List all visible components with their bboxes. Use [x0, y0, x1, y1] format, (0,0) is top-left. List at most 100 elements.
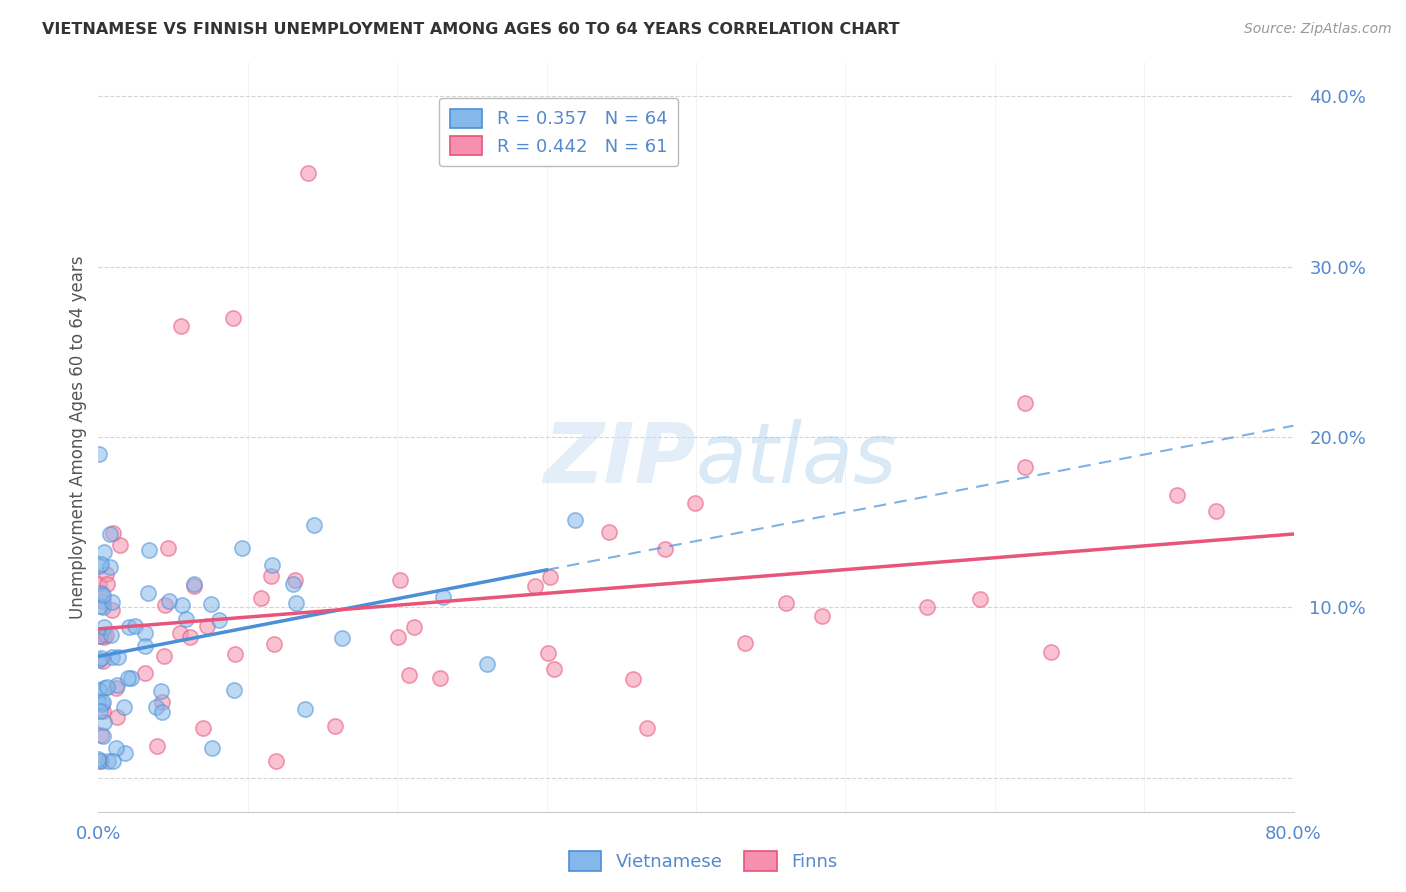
Point — [112, 700, 135, 714]
Point — [734, 636, 756, 650]
Point — [100, 649, 122, 664]
Point — [402, 619, 425, 633]
Point — [1039, 644, 1062, 658]
Point — [564, 513, 586, 527]
Point — [87, 754, 110, 768]
Point — [91, 588, 114, 602]
Point — [150, 695, 173, 709]
Point — [87, 682, 110, 697]
Point — [103, 526, 125, 541]
Point — [89, 629, 111, 643]
Point — [101, 754, 124, 768]
Point — [636, 721, 658, 735]
Point — [621, 672, 644, 686]
Point — [91, 695, 114, 709]
Point — [283, 576, 305, 591]
Point — [120, 671, 142, 685]
Point — [93, 681, 115, 696]
Point — [683, 496, 706, 510]
Point — [89, 599, 111, 613]
Point — [222, 310, 245, 325]
Point — [201, 740, 224, 755]
Point — [93, 544, 115, 558]
Point — [145, 699, 167, 714]
Point — [260, 569, 283, 583]
Point — [87, 752, 110, 766]
Point — [169, 319, 191, 334]
Point — [598, 524, 620, 539]
Point — [1166, 488, 1188, 502]
Point — [98, 527, 121, 541]
Point — [96, 681, 118, 695]
Point — [145, 739, 167, 753]
Point — [124, 618, 146, 632]
Point — [87, 447, 110, 461]
Point — [1014, 459, 1036, 474]
Point — [323, 719, 346, 733]
Point — [93, 620, 115, 634]
Point — [387, 630, 409, 644]
Point — [138, 586, 160, 600]
Point — [110, 538, 132, 552]
Point — [231, 541, 253, 555]
Point — [250, 591, 273, 605]
Point — [207, 613, 229, 627]
Point — [174, 612, 197, 626]
Point — [183, 577, 205, 591]
Point — [90, 586, 112, 600]
Point — [284, 573, 307, 587]
Point — [297, 166, 319, 180]
Point — [91, 654, 114, 668]
Point — [152, 705, 174, 719]
Point — [169, 626, 191, 640]
Point — [134, 639, 156, 653]
Point — [429, 671, 451, 685]
Point — [389, 573, 412, 587]
Point — [134, 625, 156, 640]
Point — [304, 518, 326, 533]
Text: atlas: atlas — [696, 419, 897, 500]
Point — [284, 596, 307, 610]
Point — [91, 698, 114, 712]
Point — [105, 710, 128, 724]
Point — [91, 599, 114, 614]
Point — [100, 628, 122, 642]
Point — [93, 630, 115, 644]
Point — [118, 620, 141, 634]
Point — [157, 594, 180, 608]
Point — [91, 594, 114, 608]
Point — [537, 646, 560, 660]
Point — [915, 599, 938, 614]
Point — [91, 704, 114, 718]
Point — [1014, 396, 1036, 410]
Point — [94, 566, 117, 581]
Point — [96, 577, 118, 591]
Point — [264, 754, 287, 768]
Point — [98, 560, 121, 574]
Point — [105, 681, 128, 695]
Point — [172, 599, 194, 613]
Point — [104, 741, 127, 756]
Point — [153, 599, 176, 613]
Point — [432, 590, 454, 604]
Text: ZIP: ZIP — [543, 419, 696, 500]
Point — [543, 662, 565, 676]
Point — [524, 579, 547, 593]
Point — [117, 671, 139, 685]
Point — [294, 702, 316, 716]
Point — [87, 629, 110, 643]
Point — [101, 602, 124, 616]
Point — [224, 647, 246, 661]
Point — [90, 754, 112, 768]
Point — [262, 558, 284, 573]
Point — [775, 596, 797, 610]
Point — [96, 628, 118, 642]
Legend: R = 0.357   N = 64, R = 0.442   N = 61: R = 0.357 N = 64, R = 0.442 N = 61 — [439, 98, 678, 167]
Point — [195, 618, 218, 632]
Point — [332, 632, 354, 646]
Point — [157, 541, 180, 555]
Point — [87, 558, 110, 573]
Point — [222, 683, 245, 698]
Point — [87, 653, 110, 667]
Point — [107, 678, 129, 692]
